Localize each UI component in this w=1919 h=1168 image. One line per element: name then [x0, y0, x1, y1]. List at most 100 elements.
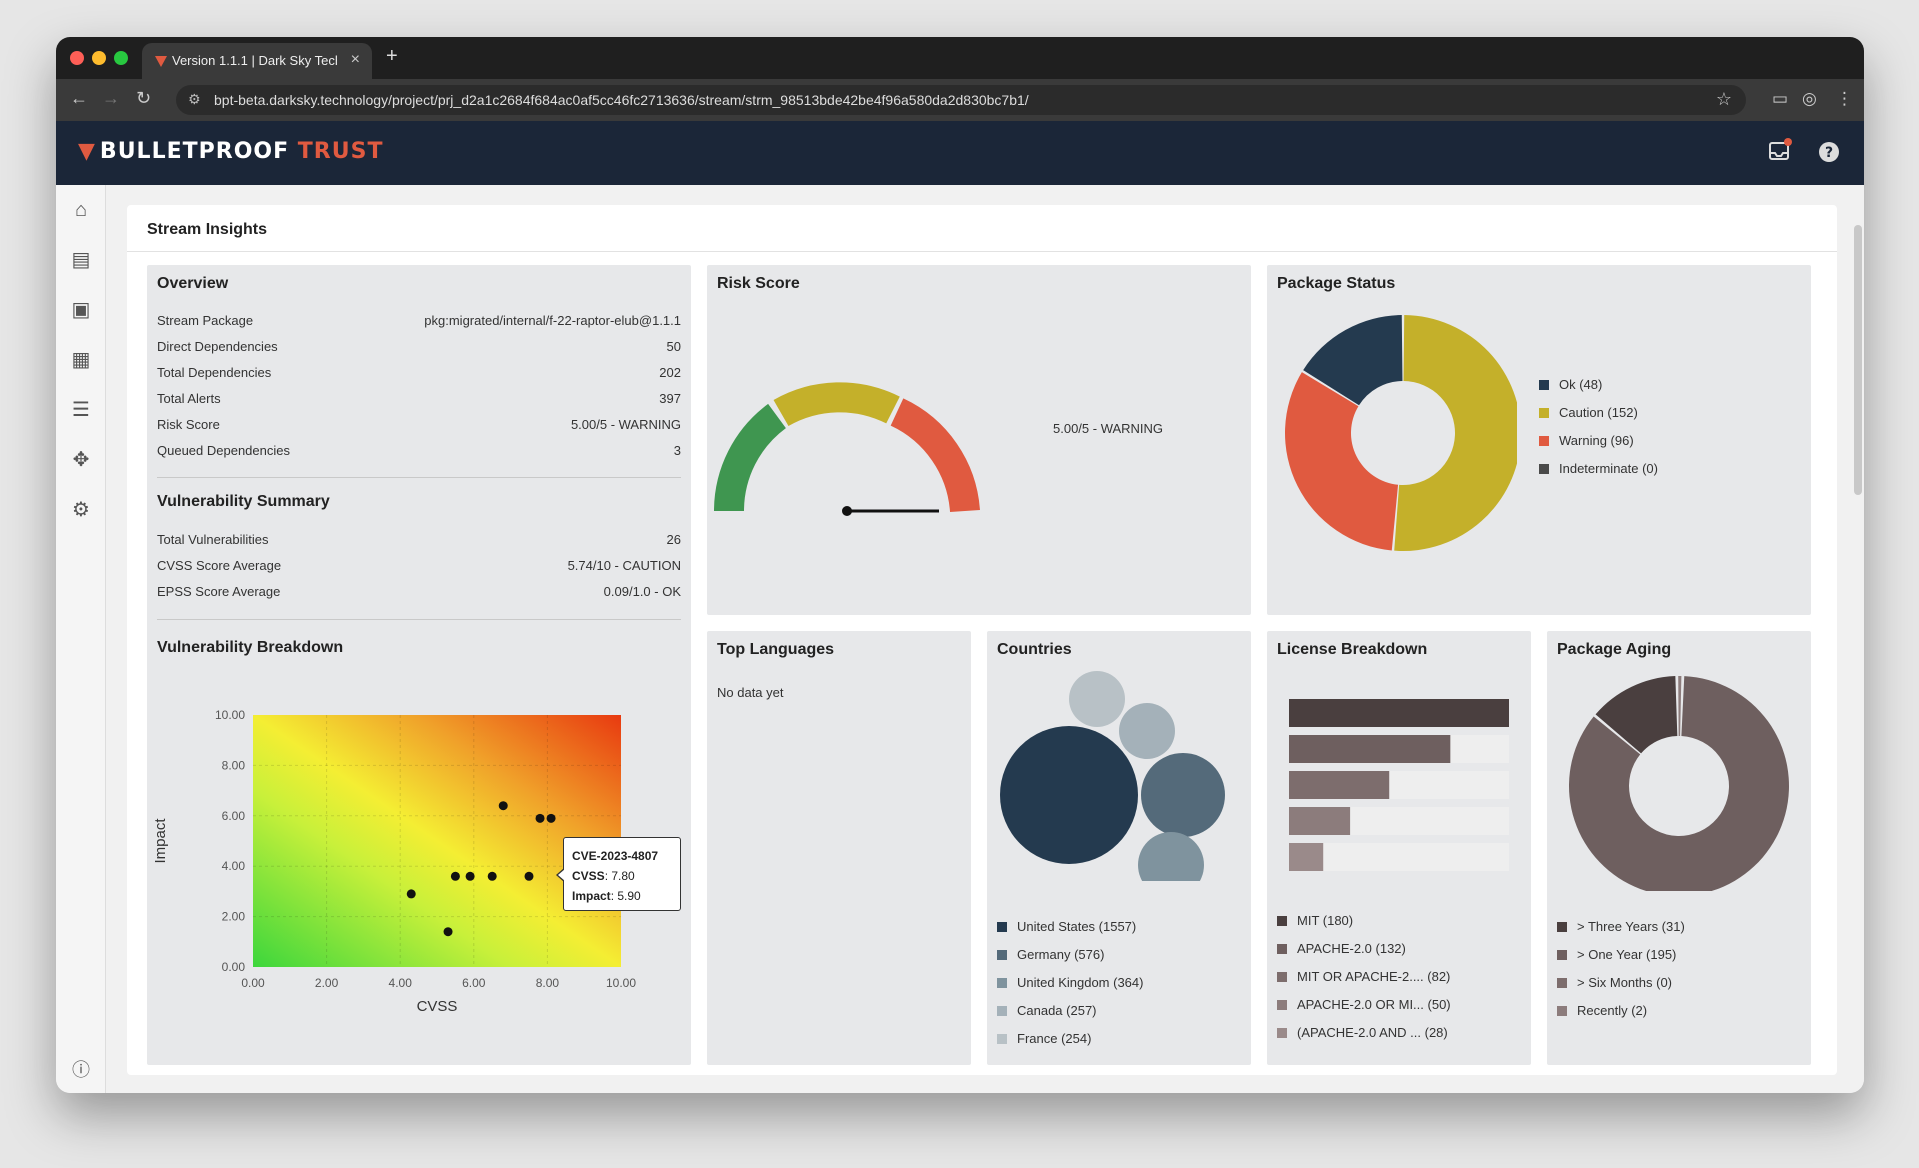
scatter-point[interactable]: [535, 813, 545, 823]
notification-badge: [1784, 138, 1792, 146]
license-bar[interactable]: [1289, 771, 1390, 799]
scatter-point[interactable]: [450, 871, 460, 881]
stream-insights-title: Stream Insights: [147, 221, 268, 238]
overview-row: Total Alerts 397: [157, 391, 681, 406]
overview-row: Direct Dependencies 50: [157, 339, 681, 354]
aging-slice[interactable]: [1678, 676, 1682, 737]
y-tick-label: 0.00: [222, 960, 246, 974]
countries-title: Countries: [997, 641, 1072, 658]
help-icon[interactable]: ?: [1818, 141, 1840, 163]
bubble-germany[interactable]: [1141, 753, 1225, 837]
info-icon[interactable]: ⓘ: [72, 1060, 90, 1080]
briefcase-icon[interactable]: ▤: [71, 249, 91, 271]
stream-insights-card: Stream Insights Overview Stream Package p…: [127, 205, 1837, 1075]
tooltip-cve: CVE-2023-4807: [572, 849, 659, 863]
cast-icon[interactable]: ▭: [1772, 89, 1789, 108]
close-tab-icon[interactable]: ×: [350, 51, 360, 68]
aging-slice[interactable]: [1569, 676, 1789, 891]
top-languages-title: Top Languages: [717, 641, 835, 658]
divider: [127, 251, 1837, 252]
status-slice[interactable]: [1394, 315, 1517, 551]
overview-row: Stream Package pkg:migrated/internal/f-22…: [157, 313, 681, 328]
page-scrollbar[interactable]: [1854, 225, 1862, 495]
scatter-tooltip: CVE-2023-4807 CVSS: 7.80 Impact: 5.90: [556, 837, 681, 911]
x-tick-label: 8.00: [536, 976, 560, 990]
main-content: Stream Insights Overview Stream Package p…: [106, 185, 1864, 1093]
vuln-summary-row: EPSS Score Average 0.09/1.0 - OK: [157, 584, 681, 599]
y-tick-label: 8.00: [222, 758, 246, 772]
license-breakdown-title: License Breakdown: [1277, 641, 1428, 658]
scatter-point[interactable]: [524, 871, 534, 881]
home-icon[interactable]: ⌂: [74, 199, 88, 221]
risk-score-title: Risk Score: [717, 275, 800, 292]
aging-slice[interactable]: [1595, 676, 1678, 754]
scatter-point[interactable]: [487, 871, 497, 881]
license-bar[interactable]: [1289, 735, 1451, 763]
y-tick-label: 6.00: [222, 809, 246, 823]
vuln-summary-row: Total Vulnerabilities 26: [157, 532, 681, 547]
license-bar-chart: [1289, 699, 1509, 871]
integrations-icon[interactable]: ✥: [72, 449, 90, 471]
bubble-united-kingdom[interactable]: [1138, 832, 1204, 881]
bulletproof-favicon-icon: [155, 56, 167, 67]
brand-shield-icon: ▼: [78, 139, 96, 164]
package-aging-title: Package Aging: [1557, 641, 1672, 658]
browser-menu-icon[interactable]: ⋮: [1836, 89, 1853, 108]
status-slice[interactable]: [1303, 315, 1403, 406]
gauge-ok-segment: [714, 403, 787, 512]
bubble-france[interactable]: [1069, 671, 1125, 727]
vulnerability-scatter-chart[interactable]: 0.00 0.00 2.00 2.00 4.00 4.00 6.00 6.00 8.00 8.00…: [147, 685, 691, 1065]
new-tab-icon[interactable]: +: [386, 45, 398, 67]
bookmark-star-icon[interactable]: ☆: [1715, 89, 1732, 109]
browser-tab[interactable]: Version 1.1.1 | Dark Sky Technology ×: [142, 43, 372, 79]
tab-bar: Version 1.1.1 | Dark Sky Technology × +: [56, 37, 1864, 79]
package-status-title: Package Status: [1277, 275, 1396, 292]
url-field[interactable]: ⚙ bpt-beta.darksky.technology/project/pr…: [176, 85, 1746, 115]
package-status-panel: Package Status Ok (48) Caution (152) War…: [1267, 265, 1811, 615]
countries-panel: Countries United States (1557) Germany (…: [987, 631, 1251, 1065]
tab-title: Version 1.1.1 | Dark Sky Technology: [172, 53, 337, 68]
status-slice[interactable]: [1285, 372, 1399, 551]
bubble-united-states[interactable]: [1000, 726, 1138, 864]
scatter-point[interactable]: [406, 889, 416, 899]
overview-row: Risk Score 5.00/5 - WARNING: [157, 417, 681, 432]
profile-icon[interactable]: ◎: [1802, 89, 1817, 108]
vault-icon[interactable]: ▣: [71, 299, 91, 321]
bubble-canada[interactable]: [1119, 703, 1175, 759]
brand-logo[interactable]: ▼ BULLETPROOF TRUST: [78, 139, 384, 164]
y-tick-label: 4.00: [222, 859, 246, 873]
firewall-icon[interactable]: ▦: [71, 349, 91, 371]
site-info-icon[interactable]: ⚙: [188, 91, 201, 107]
back-icon[interactable]: ←: [70, 88, 88, 108]
y-axis-label: Impact: [152, 818, 169, 864]
gauge-warning-segment: [890, 398, 980, 513]
no-data-text: No data yet: [717, 685, 784, 700]
vuln-breakdown-title: Vulnerability Breakdown: [157, 639, 344, 656]
risk-gauge: [714, 382, 980, 516]
license-bar[interactable]: [1289, 807, 1351, 835]
license-bar[interactable]: [1289, 699, 1509, 727]
app-header: ▼ BULLETPROOF TRUST ?: [56, 121, 1864, 185]
forward-icon[interactable]: →: [102, 88, 120, 108]
inbox-icon[interactable]: [1768, 141, 1790, 161]
user-settings-icon[interactable]: ⚙: [72, 499, 90, 521]
document-list-icon[interactable]: ☰: [72, 399, 90, 421]
close-window-button[interactable]: [70, 51, 84, 65]
license-bar[interactable]: [1289, 843, 1324, 871]
reload-icon[interactable]: ↻: [136, 88, 152, 108]
x-tick-label: 2.00: [315, 976, 339, 990]
x-tick-label: 6.00: [462, 976, 486, 990]
scatter-point[interactable]: [465, 871, 475, 881]
package-aging-panel: Package Aging > Three Years (31) > One Y…: [1547, 631, 1811, 1065]
browser-window: Version 1.1.1 | Dark Sky Technology × + …: [56, 37, 1864, 1093]
scatter-plot-area: [253, 715, 621, 967]
x-tick-label: 0.00: [241, 976, 265, 990]
url-text: bpt-beta.darksky.technology/project/prj_…: [214, 92, 1029, 108]
maximize-window-button[interactable]: [114, 51, 128, 65]
scatter-point[interactable]: [498, 801, 508, 811]
top-languages-panel: Top Languages No data yet: [707, 631, 971, 1065]
scatter-point[interactable]: [443, 927, 453, 937]
scatter-point[interactable]: [546, 813, 556, 823]
minimize-window-button[interactable]: [92, 51, 106, 65]
gauge-caution-segment: [773, 382, 900, 427]
